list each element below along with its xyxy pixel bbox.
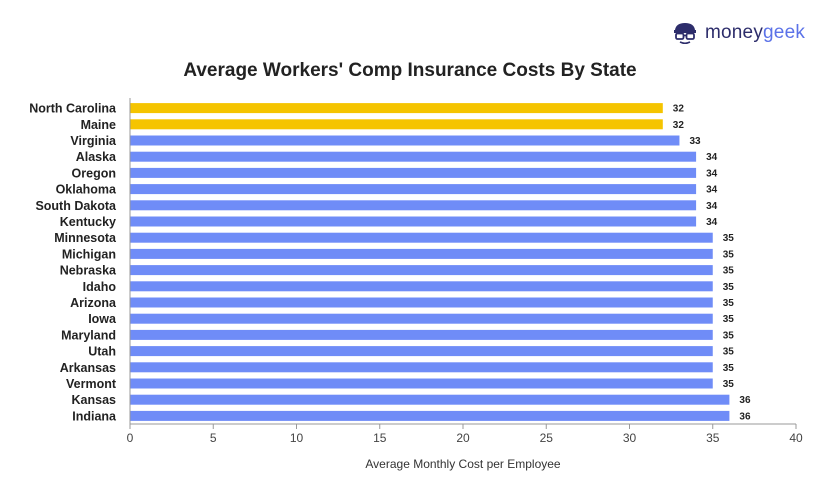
- x-tick-label: 20: [456, 431, 470, 445]
- category-label: Idaho: [83, 280, 117, 294]
- brand-name-part2: geek: [763, 22, 806, 43]
- data-label: 35: [723, 363, 735, 374]
- bar: [130, 297, 713, 308]
- data-label: 36: [739, 395, 751, 406]
- category-label: Iowa: [88, 312, 117, 326]
- x-tick-label: 10: [290, 431, 304, 445]
- data-label: 34: [706, 185, 718, 196]
- bar: [130, 200, 697, 211]
- bar: [130, 346, 713, 357]
- x-tick-label: 35: [706, 431, 720, 445]
- bar: [130, 378, 713, 389]
- category-label: Arkansas: [60, 361, 116, 375]
- x-axis-label: Average Monthly Cost per Employee: [365, 457, 561, 471]
- bar: [130, 329, 713, 340]
- bar: [130, 216, 697, 227]
- bar: [130, 135, 680, 146]
- bar: [130, 151, 697, 162]
- bar: [130, 232, 713, 243]
- bar: [130, 167, 697, 178]
- bar: [130, 394, 730, 405]
- category-label: Oregon: [72, 166, 116, 180]
- x-tick-label: 25: [540, 431, 554, 445]
- x-tick-label: 40: [789, 431, 803, 445]
- data-label: 35: [723, 282, 735, 293]
- data-label: 35: [723, 314, 735, 325]
- category-label: Virginia: [70, 134, 117, 148]
- bar: [130, 362, 713, 373]
- brand-name: moneygeek: [705, 22, 805, 44]
- data-label: 35: [723, 233, 735, 244]
- category-label: North Carolina: [29, 102, 117, 116]
- x-tick-label: 0: [127, 431, 134, 445]
- category-label: Oklahoma: [56, 183, 117, 197]
- brand-name-part1: money: [705, 22, 764, 43]
- x-tick-label: 15: [373, 431, 387, 445]
- category-label: Alaska: [76, 150, 117, 164]
- geek-glasses-icon: [674, 23, 696, 45]
- bar: [130, 281, 713, 292]
- data-label: 34: [706, 217, 718, 228]
- category-label: Maine: [81, 118, 116, 132]
- bar: [130, 313, 713, 324]
- category-label: Michigan: [62, 247, 116, 261]
- data-label: 34: [706, 168, 718, 179]
- data-label: 35: [723, 330, 735, 341]
- data-label: 36: [739, 411, 751, 422]
- data-label: 33: [689, 136, 701, 147]
- data-label: 35: [723, 298, 735, 309]
- x-tick-label: 30: [623, 431, 637, 445]
- data-label: 35: [723, 347, 735, 358]
- data-label: 32: [673, 104, 685, 115]
- data-label: 34: [706, 152, 718, 163]
- bar: [130, 248, 713, 259]
- category-label: Indiana: [72, 409, 117, 423]
- data-label: 32: [673, 120, 685, 131]
- x-tick-label: 5: [210, 431, 217, 445]
- bar: [130, 265, 713, 276]
- category-label: South Dakota: [35, 199, 117, 213]
- category-label: Kentucky: [60, 215, 116, 229]
- category-label: Vermont: [66, 377, 117, 391]
- brand-logo: moneygeek: [672, 20, 805, 46]
- category-label: Utah: [88, 345, 116, 359]
- data-label: 34: [706, 201, 718, 212]
- category-label: Kansas: [72, 393, 117, 407]
- data-label: 35: [723, 249, 735, 260]
- chart-title: Average Workers' Comp Insurance Costs By…: [183, 60, 637, 81]
- data-label: 35: [723, 266, 735, 277]
- bar: [130, 410, 730, 421]
- category-label: Arizona: [70, 296, 117, 310]
- bar: [130, 184, 697, 195]
- bar: [130, 103, 663, 114]
- category-label: Maryland: [61, 328, 116, 342]
- bar: [130, 119, 663, 130]
- data-label: 35: [723, 379, 735, 390]
- category-label: Minnesota: [54, 231, 117, 245]
- category-label: Nebraska: [60, 264, 117, 278]
